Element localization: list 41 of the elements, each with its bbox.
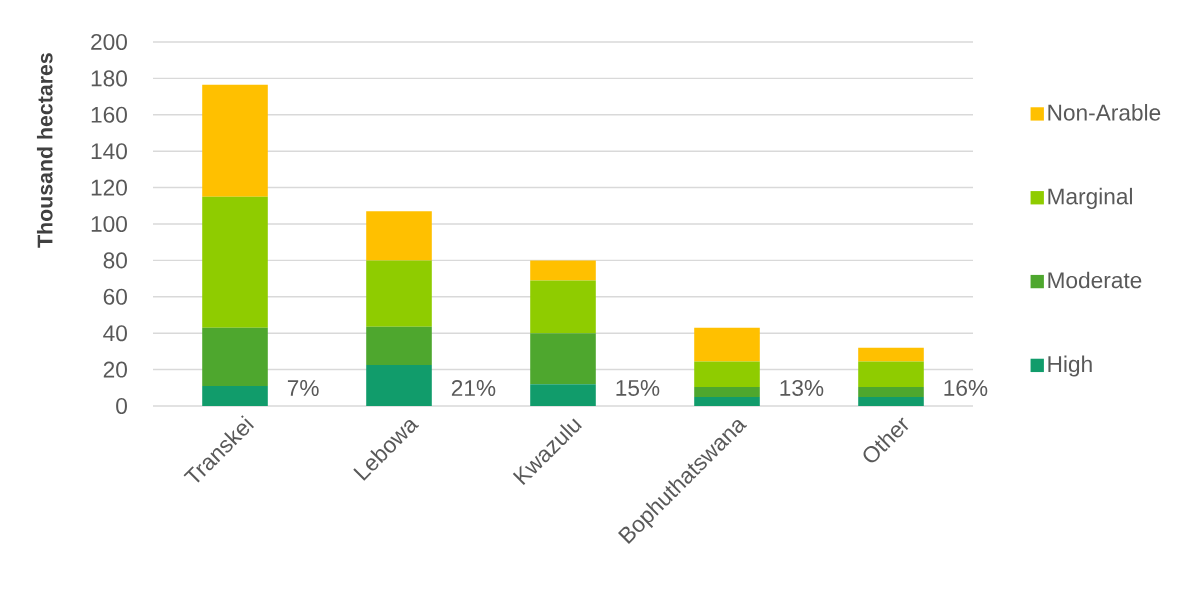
bar: [694, 361, 760, 387]
bar: [202, 196, 268, 328]
legend-label: High: [1048, 355, 1092, 377]
annotation: 21%: [451, 380, 496, 396]
y-tick-label: 140: [91, 143, 127, 160]
bar: [202, 327, 268, 386]
bar: [530, 333, 596, 385]
y-tick-label: 40: [103, 325, 127, 342]
bar: [202, 385, 268, 406]
bar: [858, 396, 924, 406]
bar: [202, 84, 268, 197]
legend-label: Non-Arable: [1048, 104, 1161, 121]
bar: [858, 361, 924, 387]
bar: [530, 384, 596, 406]
y-tick-label: 100: [91, 215, 127, 233]
bar: [694, 386, 760, 397]
legend-label: Marginal: [1048, 187, 1132, 209]
y-tick-label: 20: [103, 361, 127, 378]
bar: [858, 386, 924, 397]
y-axis-title: Thousand hectares: [36, 53, 53, 248]
y-tick-label: 80: [103, 252, 127, 269]
bar: [694, 396, 760, 406]
y-tick-label: 60: [103, 288, 127, 305]
y-tick-label: 0: [116, 397, 127, 415]
y-tick-label: 160: [91, 106, 127, 123]
annotation: 7%: [287, 380, 319, 396]
annotation: 16%: [944, 379, 988, 397]
bar: [858, 347, 924, 362]
annotation: 13%: [780, 379, 824, 397]
bar: [530, 280, 596, 334]
bar: [366, 260, 432, 327]
bar: [694, 327, 760, 362]
bar: [530, 260, 596, 281]
y-tick-label: 180: [91, 70, 127, 87]
legend-label: Moderate: [1048, 271, 1142, 289]
bar: [366, 326, 432, 366]
y-tick-label: 120: [91, 179, 127, 196]
bar: [366, 365, 432, 406]
bar: [366, 211, 432, 261]
y-tick-label: 200: [91, 33, 127, 51]
annotation: 15%: [616, 380, 660, 396]
